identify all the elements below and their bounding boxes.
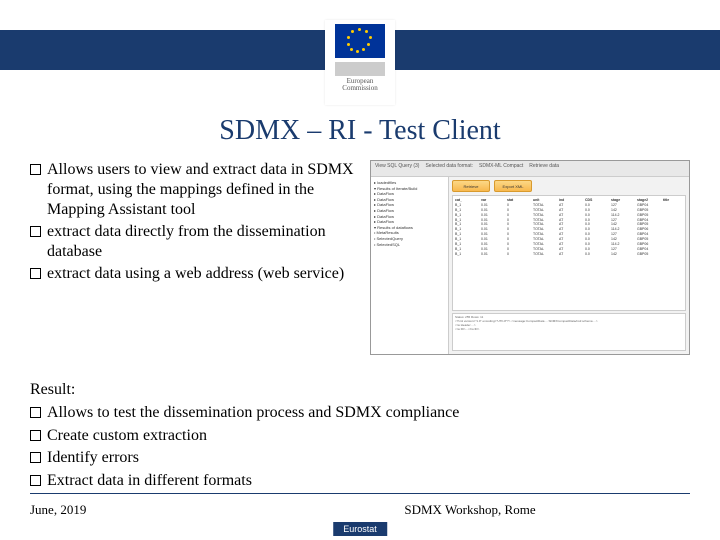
bullet-item: Allows to test the dissemination process… xyxy=(30,403,690,424)
logo-bars-icon xyxy=(335,62,385,76)
ss-bottom: Status: 255 Rows: 11<?xml version="1.0" … xyxy=(452,313,686,351)
bullet-item: Identify errors xyxy=(30,448,690,469)
checkbox-icon xyxy=(30,475,41,486)
ec-logo: European Commission xyxy=(325,20,395,105)
checkbox-icon xyxy=(30,407,41,418)
bullet-text: extract data directly from the dissemina… xyxy=(47,222,360,262)
checkbox-icon xyxy=(30,164,41,175)
bullet-item: Create custom extraction xyxy=(30,426,690,447)
bullet-text: Create custom extraction xyxy=(47,426,690,447)
bullet-text: Allows users to view and extract data in… xyxy=(47,160,360,220)
ss-toolbar: View SQL Query (3)Selected data format:S… xyxy=(371,161,689,177)
footer-center: SDMX Workshop, Rome xyxy=(250,502,690,518)
ss-buttons: Retrieve Export XML xyxy=(449,177,689,195)
bullet-item: Allows users to view and extract data in… xyxy=(30,160,360,220)
footer-date: June, 2019 xyxy=(30,502,250,518)
checkbox-icon xyxy=(30,268,41,279)
content-area: Allows users to view and extract data in… xyxy=(30,160,690,355)
slide-title: SDMX – RI - Test Client xyxy=(0,115,720,147)
logo-text: European Commission xyxy=(342,78,377,92)
footer-divider xyxy=(30,493,690,494)
result-label: Result: xyxy=(30,380,690,401)
ss-button: Retrieve xyxy=(452,180,490,192)
result-block: Result: Allows to test the dissemination… xyxy=(30,380,690,494)
checkbox-icon xyxy=(30,430,41,441)
checkbox-icon xyxy=(30,226,41,237)
ss-button: Export XML xyxy=(494,180,532,192)
bullet-text: Identify errors xyxy=(47,448,690,469)
eurostat-badge: Eurostat xyxy=(333,522,387,536)
ss-tree: ▸ loadedfiles ▾ Results of Iterate/Build… xyxy=(371,177,449,354)
bullet-text: extract data using a web address (web se… xyxy=(47,264,360,284)
footer: June, 2019 SDMX Workshop, Rome xyxy=(30,502,690,518)
bullets-top: Allows users to view and extract data in… xyxy=(30,160,360,355)
ss-table: cat_varstatunitindCDSstagestage2titleB_1… xyxy=(452,195,686,311)
bullet-text: Extract data in different formats xyxy=(47,471,690,492)
checkbox-icon xyxy=(30,452,41,463)
bullet-item: extract data using a web address (web se… xyxy=(30,264,360,284)
bullet-item: Extract data in different formats xyxy=(30,471,690,492)
bullet-text: Allows to test the dissemination process… xyxy=(47,403,690,424)
bullet-item: extract data directly from the dissemina… xyxy=(30,222,360,262)
app-screenshot: View SQL Query (3)Selected data format:S… xyxy=(370,160,690,355)
eu-flag-icon xyxy=(335,24,385,58)
